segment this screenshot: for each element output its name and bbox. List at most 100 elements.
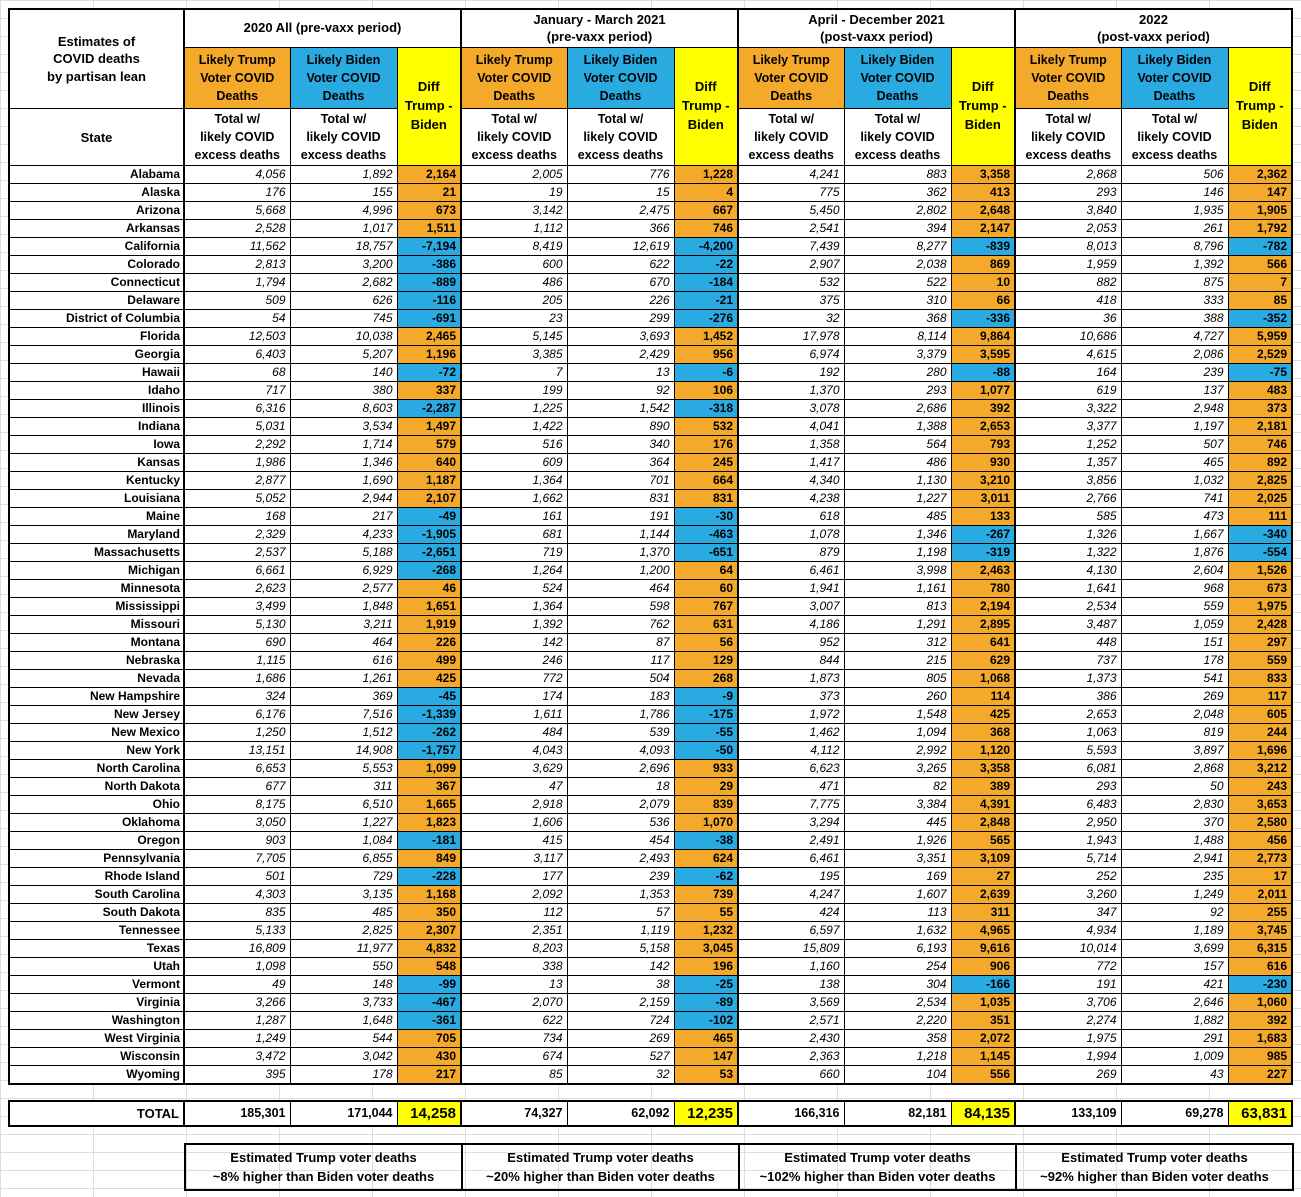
table-title: Estimates of COVID deaths by partisan le… <box>8 8 185 109</box>
total-cell: 166,316 <box>737 1100 845 1127</box>
table-header: Estimates of COVID deaths by partisan le… <box>8 8 1293 166</box>
data-cell: 54 <box>183 309 291 328</box>
data-cell: 3,135 <box>289 885 398 904</box>
diff-cell: -6 <box>673 363 739 382</box>
data-cell: 32 <box>737 309 845 328</box>
state-label: Maryland <box>8 525 185 544</box>
state-row: North Carolina 6,653 5,553 1,099 3,629 2,696 9… <box>8 759 1293 778</box>
data-cell: 176 <box>183 183 291 202</box>
diff-cell: 9,616 <box>950 939 1016 958</box>
state-label: Connecticut <box>8 273 185 292</box>
data-cell: 882 <box>1014 273 1122 292</box>
data-cell: 1,606 <box>460 813 568 832</box>
diff-cell: 106 <box>673 381 739 400</box>
state-label: Delaware <box>8 291 185 310</box>
data-cell: 8,013 <box>1014 237 1122 256</box>
data-cell: 338 <box>460 957 568 976</box>
diff-cell: 66 <box>950 291 1016 310</box>
data-cell: 6,623 <box>737 759 845 778</box>
data-cell: 3,629 <box>460 759 568 778</box>
diff-trump-biden-header: Diff Trump - Biden <box>673 47 739 166</box>
data-cell: 3,897 <box>1120 741 1229 760</box>
data-cell: 2,493 <box>566 849 675 868</box>
data-cell: 23 <box>460 309 568 328</box>
state-column-header: State <box>8 108 185 166</box>
data-cell: 968 <box>1120 579 1229 598</box>
diff-cell: -89 <box>673 993 739 1012</box>
diff-cell: 465 <box>673 1029 739 1048</box>
diff-cell: -262 <box>396 723 462 742</box>
data-cell: 616 <box>289 651 398 670</box>
state-row: New Jersey 6,176 7,516 -1,339 1,611 1,786 -175… <box>8 705 1293 724</box>
diff-cell: 667 <box>673 201 739 220</box>
diff-cell: 579 <box>396 435 462 454</box>
data-cell: 1,009 <box>1120 1047 1229 1066</box>
total-cell: 69,278 <box>1120 1100 1229 1127</box>
diff-cell: 147 <box>1227 183 1293 202</box>
data-cell: 507 <box>1120 435 1229 454</box>
data-cell: 2,053 <box>1014 219 1122 238</box>
diff-cell: 60 <box>673 579 739 598</box>
state-label: Colorado <box>8 255 185 274</box>
diff-cell: 10 <box>950 273 1016 292</box>
state-row: Missouri 5,130 3,211 1,919 1,392 762 631 4,186 1… <box>8 615 1293 634</box>
diff-cell: 2,653 <box>950 417 1016 436</box>
data-cell: 1,892 <box>289 165 398 184</box>
data-cell: 142 <box>566 957 675 976</box>
diff-cell: 133 <box>950 507 1016 526</box>
data-cell: 155 <box>289 183 398 202</box>
diff-cell: 532 <box>673 417 739 436</box>
total-diff-cell: 84,135 <box>950 1100 1016 1127</box>
diff-cell: 392 <box>1227 1011 1293 1030</box>
diff-cell: 839 <box>673 795 739 814</box>
data-cell: 4,247 <box>737 885 845 904</box>
data-cell: 737 <box>1014 651 1122 670</box>
data-cell: 1,959 <box>1014 255 1122 274</box>
data-cell: 370 <box>1120 813 1229 832</box>
data-cell: 195 <box>737 867 845 886</box>
data-cell: 501 <box>183 867 291 886</box>
data-cell: 1,112 <box>460 219 568 238</box>
state-label: Vermont <box>8 975 185 994</box>
data-cell: 6,081 <box>1014 759 1122 778</box>
data-cell: 2,541 <box>737 219 845 238</box>
data-cell: 4,093 <box>566 741 675 760</box>
state-label: Arizona <box>8 201 185 220</box>
data-cell: 536 <box>566 813 675 832</box>
diff-cell: -45 <box>396 687 462 706</box>
data-cell: 1,250 <box>183 723 291 742</box>
data-cell: 239 <box>566 867 675 886</box>
data-cell: 191 <box>1014 975 1122 994</box>
diff-cell: 1,228 <box>673 165 739 184</box>
diff-cell: 4,832 <box>396 939 462 958</box>
data-cell: 471 <box>737 777 845 796</box>
diff-cell: 3,210 <box>950 471 1016 490</box>
diff-cell: 368 <box>950 723 1016 742</box>
data-cell: 2,534 <box>1014 597 1122 616</box>
data-cell: 1,326 <box>1014 525 1122 544</box>
diff-cell: 2,773 <box>1227 849 1293 868</box>
diff-cell: 933 <box>673 759 739 778</box>
diff-cell: 1,232 <box>673 921 739 940</box>
data-cell: 1,873 <box>737 669 845 688</box>
data-cell: 4,056 <box>183 165 291 184</box>
data-cell: 1,392 <box>460 615 568 634</box>
data-cell: 670 <box>566 273 675 292</box>
state-label: Mississippi <box>8 597 185 616</box>
data-cell: 347 <box>1014 903 1122 922</box>
diff-cell: -782 <box>1227 237 1293 256</box>
biden-deaths-header: Likely Biden Voter COVID Deaths <box>289 47 398 109</box>
diff-cell: 1,168 <box>396 885 462 904</box>
data-cell: 2,604 <box>1120 561 1229 580</box>
data-cell: 10,686 <box>1014 327 1122 346</box>
data-cell: 1,941 <box>737 579 845 598</box>
data-cell: 1,943 <box>1014 831 1122 850</box>
data-cell: 1,130 <box>843 471 952 490</box>
diff-cell: -691 <box>396 309 462 328</box>
diff-cell: 2,639 <box>950 885 1016 904</box>
state-row: Oregon 903 1,084 -181 415 454 -38 2,491 1,926 565… <box>8 831 1293 850</box>
data-cell: 68 <box>183 363 291 382</box>
data-cell: 598 <box>566 597 675 616</box>
data-cell: 619 <box>1014 381 1122 400</box>
